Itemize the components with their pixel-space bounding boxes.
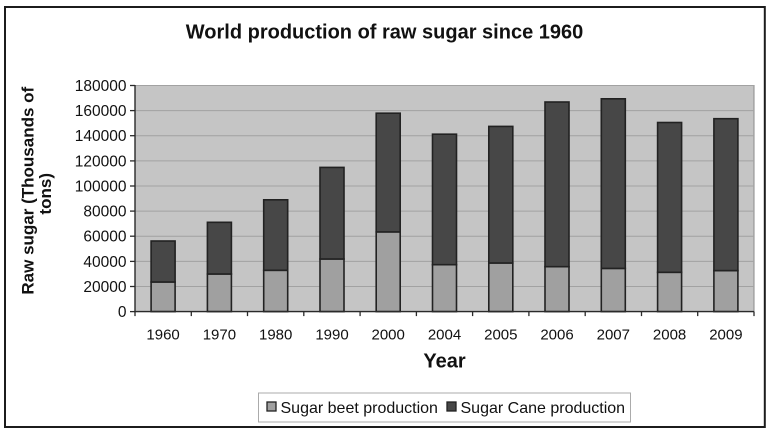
svg-text:180000: 180000 — [75, 78, 127, 95]
svg-text:100000: 100000 — [75, 178, 127, 195]
svg-text:Year: Year — [423, 351, 465, 373]
svg-text:60000: 60000 — [83, 229, 126, 246]
svg-text:2006: 2006 — [540, 327, 573, 344]
svg-text:Sugar Cane production: Sugar Cane production — [461, 400, 626, 417]
svg-text:Raw sugar (Thousands of: Raw sugar (Thousands of — [19, 86, 38, 294]
svg-text:2008: 2008 — [653, 327, 686, 344]
svg-text:80000: 80000 — [83, 204, 126, 221]
svg-text:Sugar beet production: Sugar beet production — [281, 400, 438, 417]
svg-text:1990: 1990 — [315, 327, 348, 344]
svg-text:2009: 2009 — [709, 327, 742, 344]
svg-text:20000: 20000 — [83, 279, 126, 296]
svg-text:140000: 140000 — [75, 128, 127, 145]
svg-text:2007: 2007 — [597, 327, 630, 344]
svg-text:tons): tons) — [36, 173, 55, 215]
svg-text:2005: 2005 — [484, 327, 517, 344]
svg-text:World production of raw sugar: World production of raw sugar since 1960 — [186, 22, 584, 44]
svg-text:40000: 40000 — [83, 254, 126, 271]
svg-text:160000: 160000 — [75, 103, 127, 120]
svg-text:1980: 1980 — [259, 327, 292, 344]
svg-text:1960: 1960 — [146, 327, 179, 344]
svg-text:2000: 2000 — [372, 327, 405, 344]
svg-text:0: 0 — [118, 304, 127, 321]
svg-text:1970: 1970 — [203, 327, 236, 344]
svg-text:120000: 120000 — [75, 153, 127, 170]
svg-text:2004: 2004 — [428, 327, 461, 344]
